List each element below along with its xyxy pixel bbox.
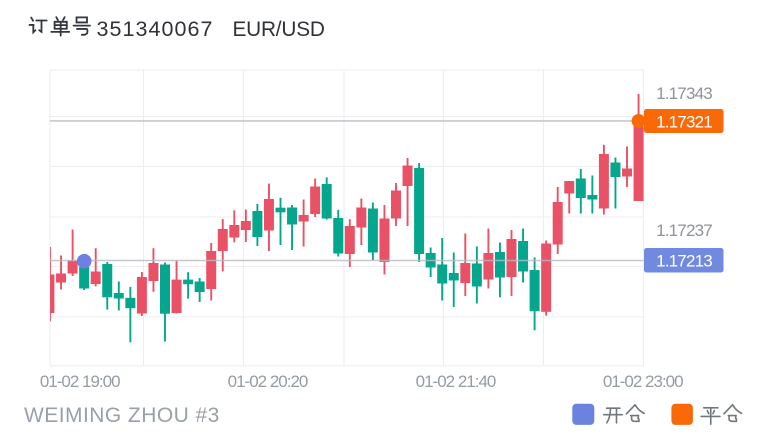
svg-text:1.17321: 1.17321 xyxy=(656,112,712,131)
svg-text:1.17343: 1.17343 xyxy=(656,84,712,103)
svg-text:351340067: 351340067 xyxy=(97,17,214,41)
svg-text:EUR/USD: EUR/USD xyxy=(233,18,325,41)
svg-text:01-02 20:20: 01-02 20:20 xyxy=(228,372,308,391)
svg-text:01-02 19:00: 01-02 19:00 xyxy=(40,372,120,391)
svg-text:1.17237: 1.17237 xyxy=(656,221,712,240)
svg-text:WEIMING ZHOU #3: WEIMING ZHOU #3 xyxy=(24,404,220,427)
svg-text:1.17213: 1.17213 xyxy=(656,252,712,271)
svg-text:01-02 21:40: 01-02 21:40 xyxy=(416,372,496,391)
svg-text:01-02 23:00: 01-02 23:00 xyxy=(603,372,683,391)
